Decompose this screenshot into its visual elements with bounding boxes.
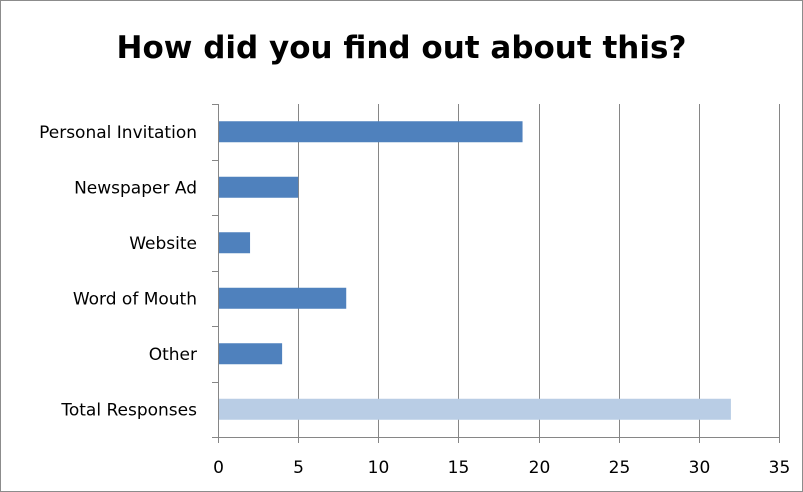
- x-tick-label: 15: [448, 458, 470, 478]
- bar-total-responses: [219, 398, 731, 420]
- gridlines: [298, 104, 780, 437]
- bar-personal-invitation: [219, 121, 523, 143]
- category-label: Other: [149, 345, 197, 365]
- category-label: Total Responses: [60, 400, 197, 420]
- category-label: Word of Mouth: [73, 289, 197, 309]
- x-tick-label: 0: [213, 458, 224, 478]
- x-tick-label: 20: [529, 458, 551, 478]
- x-tick-label: 5: [293, 458, 304, 478]
- x-tick-label: 10: [368, 458, 390, 478]
- x-tick-labels: 0 5 10 15 20 25 30 35: [213, 458, 790, 478]
- chart-title: How did you find out about this?: [116, 30, 687, 66]
- axes: [212, 104, 780, 443]
- category-labels: Personal Invitation Newspaper Ad Website Wo…: [39, 123, 197, 421]
- x-tick-label: 25: [609, 458, 631, 478]
- category-label: Newspaper Ad: [74, 178, 197, 198]
- bar-website: [219, 232, 251, 254]
- bars: [219, 121, 731, 420]
- category-label: Website: [129, 234, 197, 254]
- x-tick-label: 35: [769, 458, 791, 478]
- bar-word-of-mouth: [219, 287, 347, 309]
- bar-newspaper-ad: [219, 176, 299, 198]
- x-tick-label: 30: [689, 458, 711, 478]
- bar-other: [219, 343, 283, 365]
- category-label: Personal Invitation: [39, 123, 197, 143]
